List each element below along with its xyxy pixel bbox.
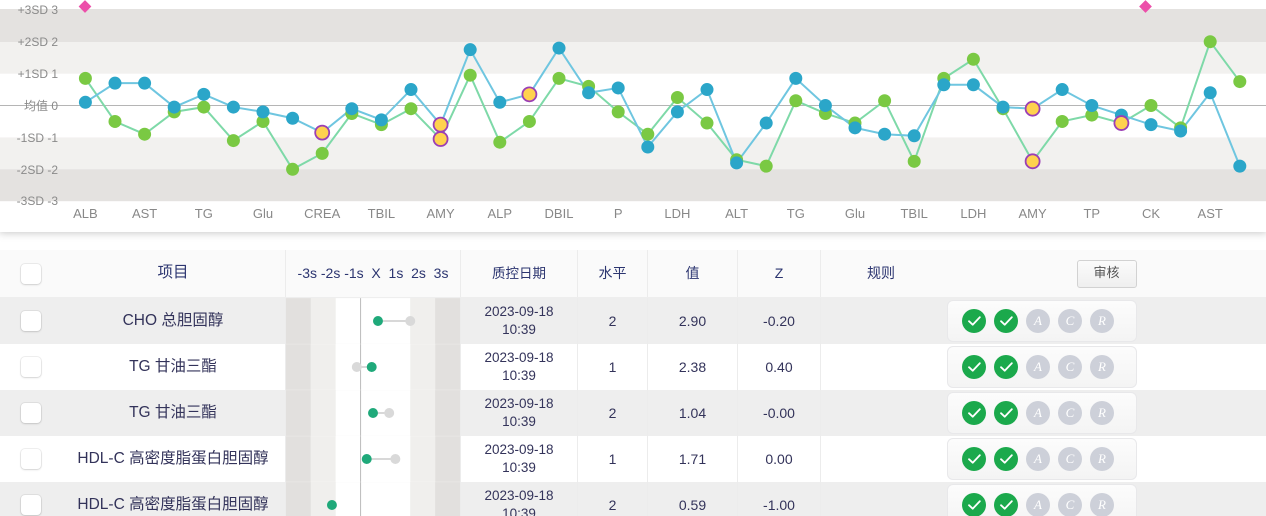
svg-text:TP: TP xyxy=(1083,206,1100,221)
svg-text:TBIL: TBIL xyxy=(368,206,395,221)
svg-text:CK: CK xyxy=(1142,206,1160,221)
svg-text:TG: TG xyxy=(787,206,805,221)
svg-text:Glu: Glu xyxy=(845,206,865,221)
svg-text:AST: AST xyxy=(1198,206,1223,221)
svg-text:CREA: CREA xyxy=(304,206,340,221)
svg-text:LDH: LDH xyxy=(664,206,690,221)
svg-text:TG: TG xyxy=(195,206,213,221)
svg-text:+1SD 1: +1SD 1 xyxy=(18,67,59,81)
svg-text:-3SD -3: -3SD -3 xyxy=(17,194,59,208)
svg-text:LDH: LDH xyxy=(960,206,986,221)
svg-text:Glu: Glu xyxy=(253,206,273,221)
svg-text:ALB: ALB xyxy=(73,206,98,221)
svg-text:AMY: AMY xyxy=(427,206,456,221)
svg-text:P: P xyxy=(614,206,623,221)
svg-text:ALP: ALP xyxy=(488,206,513,221)
svg-text:DBIL: DBIL xyxy=(545,206,574,221)
svg-text:-1SD -1: -1SD -1 xyxy=(17,131,59,145)
svg-text:-2SD -2: -2SD -2 xyxy=(17,163,59,177)
svg-text:均值 0: 均值 0 xyxy=(24,98,58,113)
svg-text:ALT: ALT xyxy=(725,206,748,221)
svg-text:AMY: AMY xyxy=(1019,206,1048,221)
svg-text:TBIL: TBIL xyxy=(900,206,927,221)
svg-text:+2SD 2: +2SD 2 xyxy=(18,35,59,49)
svg-text:+3SD 3: +3SD 3 xyxy=(18,3,59,17)
svg-text:AST: AST xyxy=(132,206,157,221)
